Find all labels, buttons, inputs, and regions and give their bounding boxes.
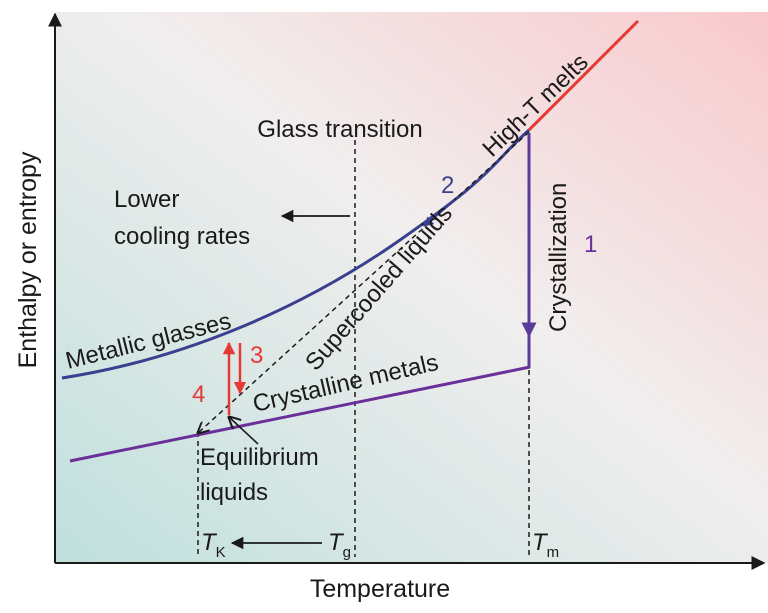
step-2-number: 2: [441, 172, 454, 199]
step-2-arrow: [423, 199, 456, 227]
equilibrium-label-2: liquids: [200, 479, 268, 506]
y-axis-label: Enthalpy or entropy: [14, 151, 42, 368]
equilibrium-label-1: Equilibrium: [200, 444, 319, 471]
lower-cooling-label-1: Lower: [114, 186, 179, 213]
tg-sub: g: [343, 544, 351, 561]
step-4-number: 4: [192, 381, 205, 408]
equilibrium-liquids-dashed-line: [198, 131, 530, 433]
high-t-melts-line: [527, 19, 640, 132]
tm-sub: m: [547, 544, 560, 561]
crystalline-metals-line: [69, 365, 531, 463]
tk-sub: K: [216, 544, 226, 561]
step-3-number: 3: [250, 342, 263, 369]
tm-main: T: [532, 529, 549, 556]
x-axis-label: Temperature: [310, 575, 450, 603]
crystallization-label: Crystallization: [545, 183, 572, 332]
glass-transition-label: Glass transition: [257, 116, 422, 143]
step-1-number: 1: [584, 231, 597, 258]
tk-main: T: [201, 529, 218, 556]
tg-main: T: [328, 529, 345, 556]
equilibrium-pointer-arrow: [229, 417, 259, 445]
tk-label: TK: [201, 529, 226, 561]
tg-label: Tg: [328, 529, 351, 561]
lower-cooling-label-2: cooling rates: [114, 223, 250, 250]
tm-label: Tm: [532, 529, 559, 561]
plot-background: [55, 12, 768, 563]
glass-curve: [61, 128, 531, 380]
